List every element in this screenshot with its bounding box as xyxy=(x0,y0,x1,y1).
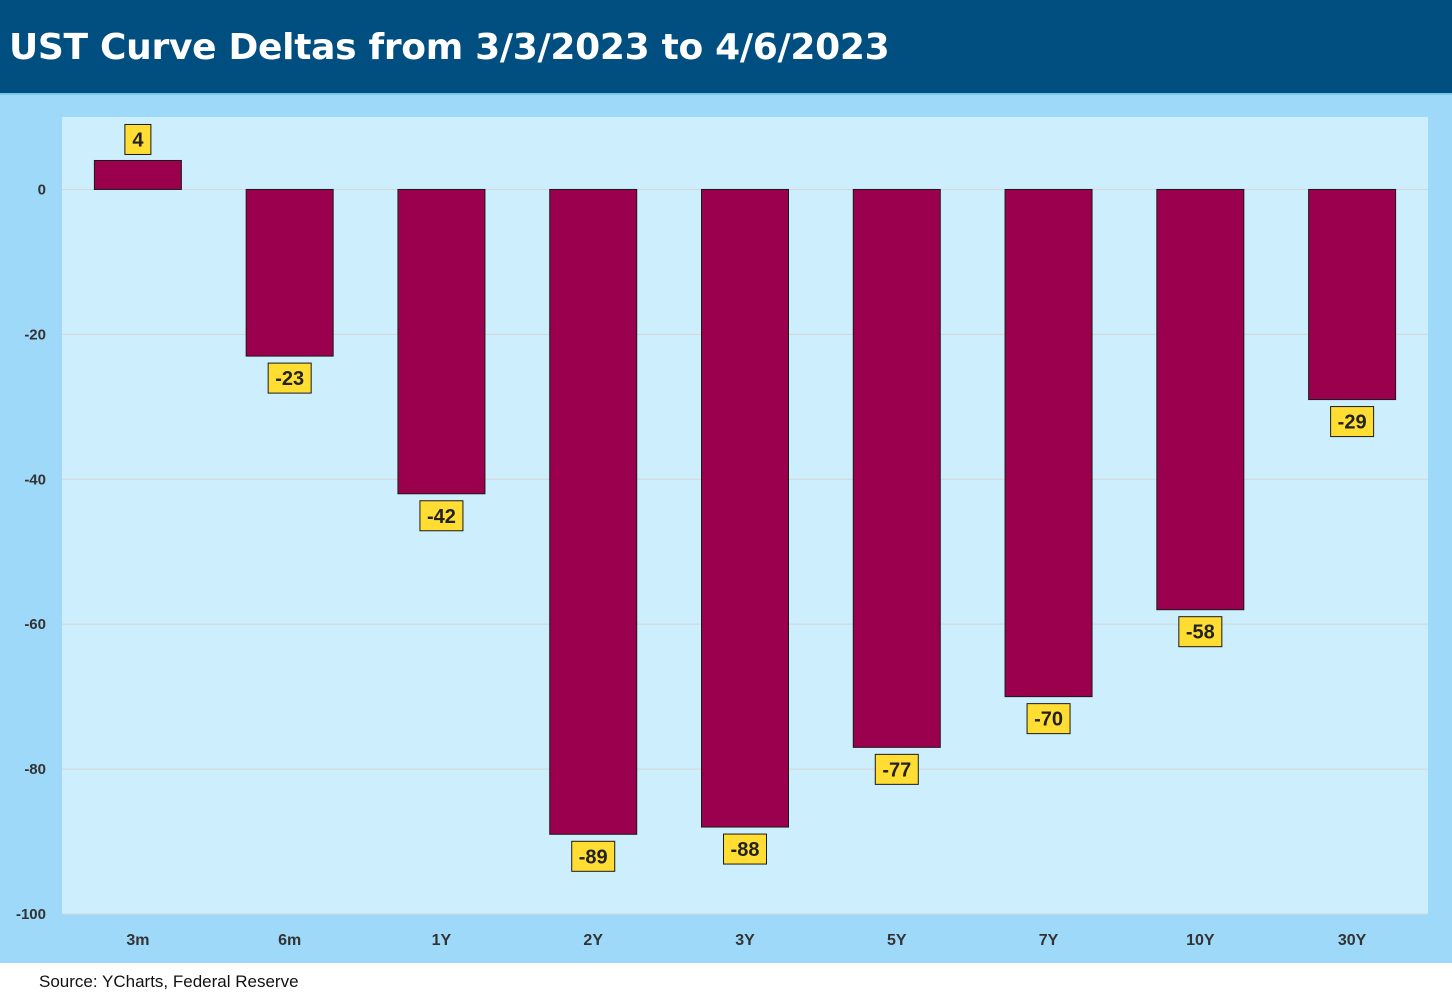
data-label-box xyxy=(571,840,616,872)
bar xyxy=(397,188,486,495)
bar xyxy=(852,188,941,748)
data-label: -42 xyxy=(427,506,456,528)
x-tick-label: 7Y xyxy=(1039,932,1059,949)
x-tick-label: 30Y xyxy=(1338,932,1367,949)
data-label-box xyxy=(723,833,767,865)
x-tick-label: 1Y xyxy=(432,932,452,949)
bar-chart: 0 -20 -40 -60 -80 -100 4 3m -23 6m -42 1Y -89 2Y -88 3Y… xyxy=(16,117,1428,949)
y-tick-label: -40 xyxy=(24,471,46,488)
bar xyxy=(1004,188,1093,698)
data-label: -77 xyxy=(882,759,911,781)
x-tick-label: 10Y xyxy=(1186,932,1215,949)
bar xyxy=(1308,188,1397,401)
data-label-box xyxy=(1330,406,1375,438)
data-label-box xyxy=(1026,703,1071,735)
header-bar: UST Curve Deltas from 3/3/2023 to 4/6/20… xyxy=(0,0,1452,93)
y-tick-label: -20 xyxy=(24,326,46,343)
data-label-box xyxy=(124,123,152,155)
data-label: 4 xyxy=(132,129,144,151)
data-label-box xyxy=(874,753,919,785)
bar xyxy=(1156,188,1245,611)
data-label: -23 xyxy=(275,368,304,390)
chart-frame: 0 -20 -40 -60 -80 -100 4 3m -23 6m -42 1Y -89 2Y -88 3Y… xyxy=(0,93,1452,963)
data-label: -70 xyxy=(1034,709,1063,731)
data-label-box xyxy=(267,362,312,394)
x-tick-label: 2Y xyxy=(583,932,603,949)
y-tick-label: 0 xyxy=(38,181,46,198)
data-label: -29 xyxy=(1338,412,1367,434)
data-label: -58 xyxy=(1186,622,1215,644)
data-label: -89 xyxy=(579,846,608,868)
data-label-box xyxy=(1178,616,1223,648)
source-note: Source: YCharts, Federal Reserve xyxy=(39,972,299,991)
x-tick-label: 6m xyxy=(278,932,301,949)
bar xyxy=(549,188,638,835)
y-tick-label: -80 xyxy=(24,761,46,778)
x-tick-label: 5Y xyxy=(887,932,907,949)
data-label: -88 xyxy=(731,839,760,861)
x-tick-label: 3m xyxy=(126,932,149,949)
bar xyxy=(93,159,182,190)
y-tick-label: -60 xyxy=(24,616,46,633)
data-label-box xyxy=(419,500,464,532)
bar xyxy=(245,188,334,357)
bar xyxy=(701,188,789,828)
page-title: UST Curve Deltas from 3/3/2023 to 4/6/20… xyxy=(9,27,890,68)
y-tick-label: -100 xyxy=(16,906,46,923)
x-tick-label: 3Y xyxy=(735,932,755,949)
